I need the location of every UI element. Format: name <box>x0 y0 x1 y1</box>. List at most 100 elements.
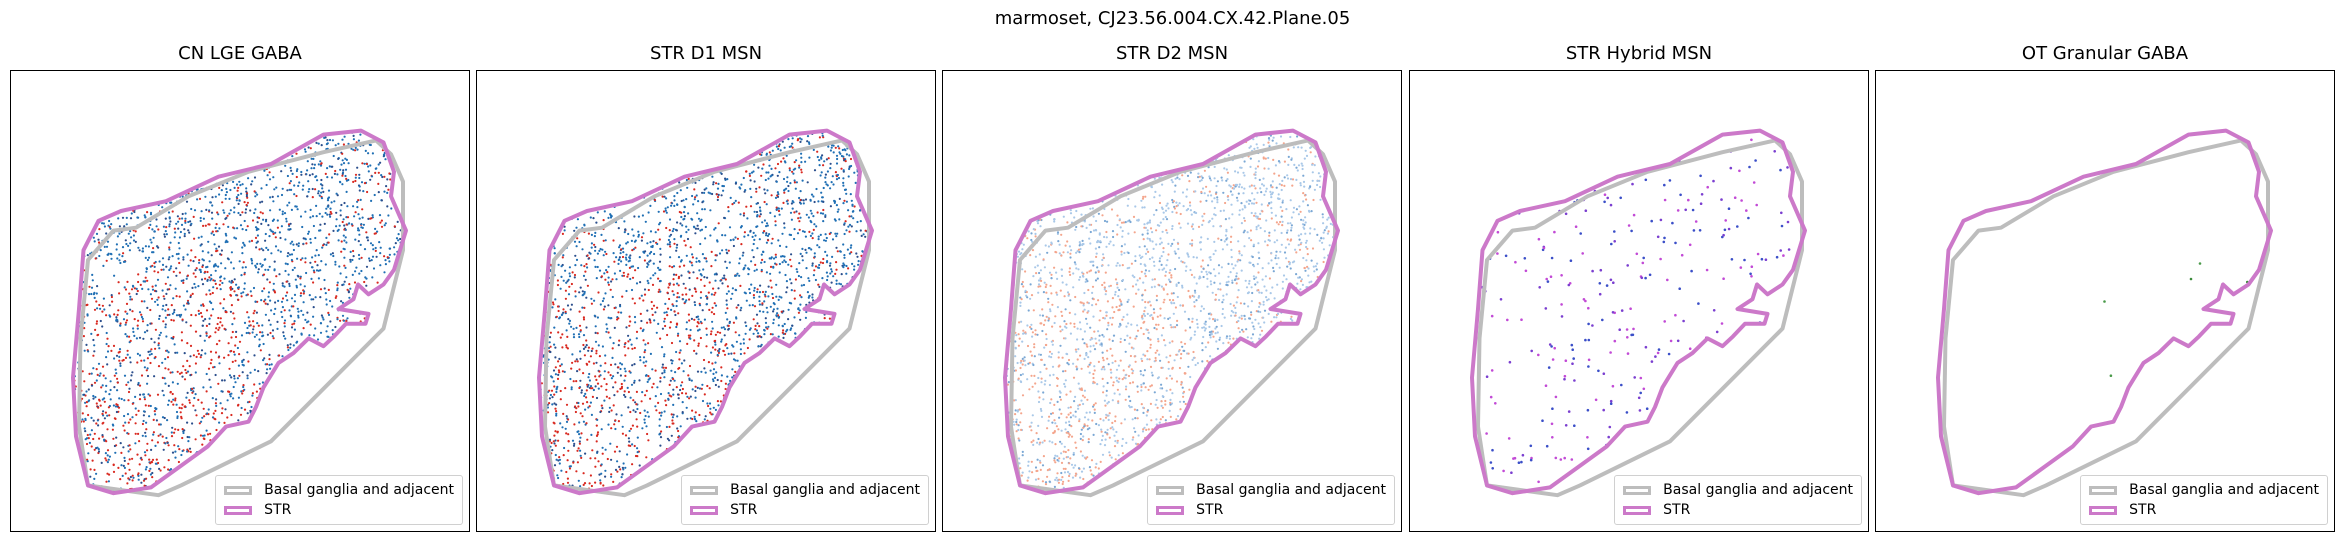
scatter-point <box>1309 227 1312 230</box>
scatter-point <box>575 358 578 361</box>
scatter-point <box>115 410 118 414</box>
scatter-point <box>242 241 245 244</box>
scatter-point <box>563 225 566 228</box>
scatter-point <box>1114 293 1117 296</box>
scatter-point <box>749 229 752 232</box>
scatter-point <box>654 311 657 314</box>
scatter-point <box>685 254 688 257</box>
scatter-point <box>307 180 310 183</box>
scatter-point <box>767 239 770 242</box>
scatter-point <box>199 356 202 359</box>
scatter-point <box>87 452 90 455</box>
scatter-point <box>302 184 305 187</box>
scatter-point <box>132 234 135 237</box>
scatter-point <box>245 331 248 335</box>
scatter-point <box>743 267 746 270</box>
scatter-point <box>822 257 825 261</box>
scatter-point <box>813 252 816 255</box>
scatter-point <box>314 327 317 330</box>
scatter-point <box>1292 206 1296 209</box>
scatter-point <box>566 280 569 283</box>
scatter-point <box>649 241 652 244</box>
scatter-point <box>144 245 147 248</box>
scatter-point <box>184 405 187 408</box>
scatter-point <box>836 210 839 213</box>
scatter-point <box>619 305 622 308</box>
scatter-point <box>850 215 853 218</box>
scatter-point <box>1216 318 1219 321</box>
scatter-point <box>680 274 683 277</box>
scatter-point <box>647 375 650 378</box>
scatter-point <box>159 433 162 436</box>
scatter-point <box>615 256 618 259</box>
scatter-point <box>567 433 570 436</box>
scatter-point <box>254 236 258 239</box>
scatter-point <box>813 169 817 172</box>
scatter-point <box>602 308 605 311</box>
scatter-point <box>557 439 560 442</box>
scatter-point <box>703 257 706 260</box>
scatter-point <box>568 322 571 325</box>
scatter-point <box>1014 355 1017 358</box>
scatter-point <box>727 210 730 213</box>
scatter-point <box>1178 256 1181 259</box>
scatter-point <box>619 374 622 377</box>
scatter-point <box>1216 331 1219 334</box>
scatter-point <box>628 257 632 260</box>
scatter-point <box>556 279 559 282</box>
scatter-point <box>344 168 348 171</box>
scatter-point <box>304 318 307 321</box>
scatter-point <box>309 323 312 326</box>
scatter-point <box>194 256 197 259</box>
scatter-point <box>793 228 796 231</box>
scatter-point <box>219 279 222 282</box>
scatter-point <box>1149 365 1153 368</box>
scatter-point <box>758 310 761 313</box>
scatter-point <box>657 210 660 213</box>
scatter-point <box>699 336 702 340</box>
scatter-point <box>173 444 176 447</box>
scatter-point <box>631 297 634 300</box>
scatter-point <box>823 239 826 242</box>
scatter-point <box>285 220 288 223</box>
scatter-point <box>175 314 179 317</box>
scatter-point <box>813 269 816 272</box>
scatter-point <box>155 218 158 221</box>
scatter-point <box>1155 243 1158 246</box>
scatter-point <box>311 256 314 259</box>
scatter-point <box>766 189 769 192</box>
scatter-point <box>762 310 765 313</box>
scatter-point <box>551 301 555 304</box>
scatter-point <box>559 336 562 339</box>
scatter-point <box>1087 418 1090 421</box>
scatter-point <box>150 297 154 300</box>
scatter-point <box>273 269 276 272</box>
scatter-point <box>312 269 315 272</box>
scatter-point <box>1105 230 1108 234</box>
scatter-point <box>113 313 116 316</box>
scatter-point <box>548 336 552 339</box>
scatter-point <box>1158 201 1162 205</box>
scatter-point <box>779 149 782 152</box>
scatter-point <box>251 392 254 395</box>
scatter-point <box>379 246 382 249</box>
scatter-point <box>290 297 294 300</box>
scatter-point <box>105 356 108 359</box>
scatter-point <box>188 399 191 402</box>
scatter-point <box>1292 211 1295 214</box>
scatter-point <box>796 270 799 273</box>
scatter-point <box>149 404 152 408</box>
scatter-point <box>758 335 761 338</box>
scatter-point <box>222 223 225 226</box>
scatter-point <box>609 363 613 366</box>
scatter-point <box>137 319 140 322</box>
scatter-point <box>259 262 262 265</box>
scatter-point <box>594 340 598 343</box>
scatter-point <box>800 168 803 171</box>
scatter-point <box>797 311 800 314</box>
scatter-point <box>221 184 224 187</box>
scatter-point <box>553 343 556 346</box>
scatter-point <box>694 385 697 388</box>
scatter-point <box>1172 312 1175 315</box>
scatter-point <box>670 369 673 372</box>
